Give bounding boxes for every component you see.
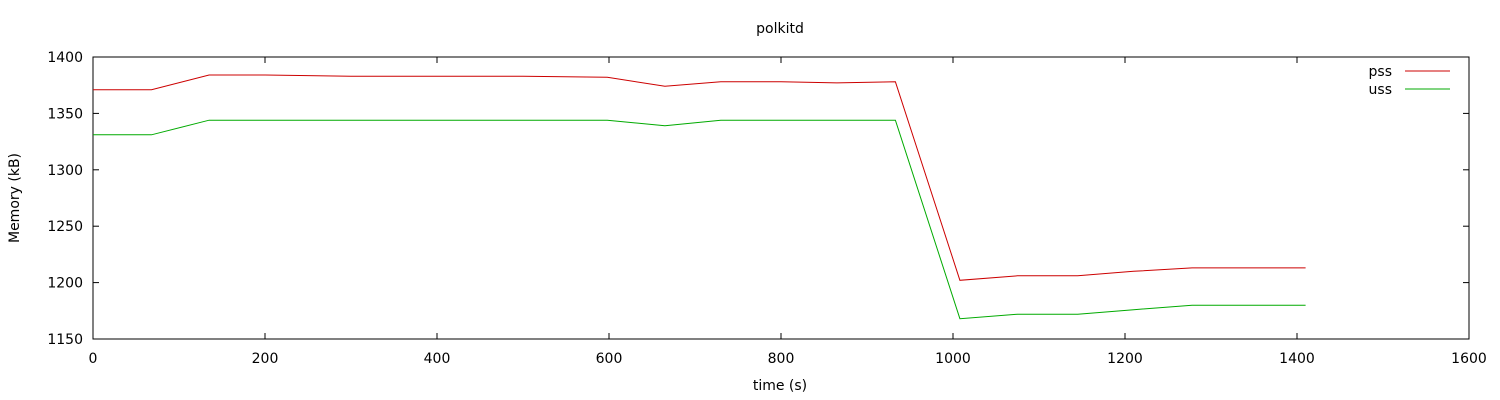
x-tick-label: 1000	[935, 351, 971, 367]
x-tick-label: 0	[89, 351, 98, 367]
y-tick-label: 1300	[47, 163, 83, 179]
x-tick-label: 1200	[1107, 351, 1143, 367]
legend: pss uss	[1369, 64, 1450, 98]
series-line-uss	[93, 119, 1306, 320]
y-axis: 1150 1200 1250 1300 1350 1400	[47, 50, 1469, 348]
y-tick-label: 1250	[47, 219, 83, 235]
x-axis-label: time (s)	[753, 378, 807, 394]
x-tick-label: 200	[252, 351, 279, 367]
y-tick-label: 1350	[47, 106, 83, 122]
y-axis-label: Memory (kB)	[7, 153, 23, 243]
legend-label-pss: pss	[1369, 64, 1392, 80]
series-layer	[93, 74, 1306, 320]
x-tick-label: 600	[596, 351, 623, 367]
y-tick-label: 1150	[47, 332, 83, 348]
x-tick-label: 800	[768, 351, 795, 367]
plot-frame	[92, 56, 1470, 340]
x-tick-label: 400	[424, 351, 451, 367]
series-line-pss	[93, 74, 1306, 281]
x-tick-label: 1400	[1279, 351, 1315, 367]
y-tick-label: 1400	[47, 50, 83, 66]
x-axis: 0 200 400 600 800 1000 1200 1400 1600	[89, 57, 1487, 367]
chart-title: polkitd	[756, 21, 804, 37]
y-tick-label: 1200	[47, 276, 83, 292]
legend-label-uss: uss	[1369, 82, 1392, 98]
x-tick-label: 1600	[1451, 351, 1487, 367]
